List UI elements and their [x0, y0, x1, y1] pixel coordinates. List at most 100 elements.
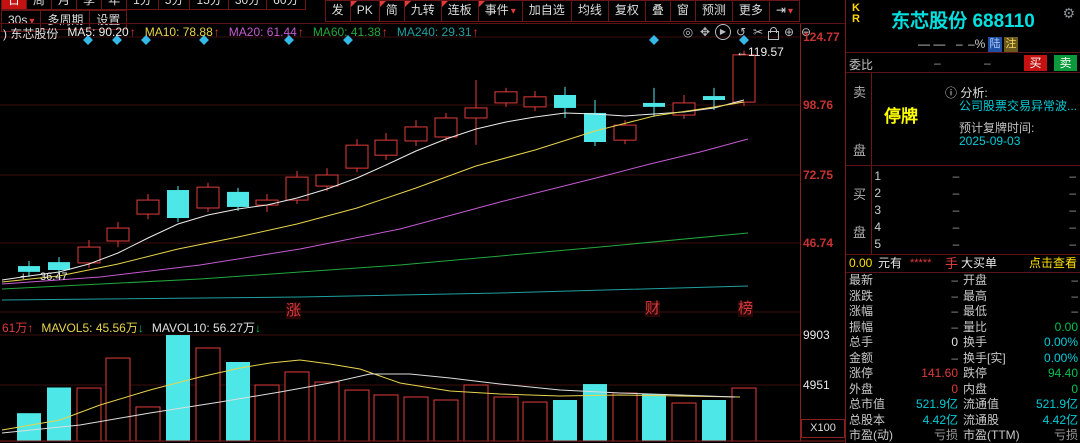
stat-label: 换手[实] [963, 350, 1006, 365]
level-number: 5 [874, 237, 881, 251]
buy-button[interactable]: 买 [1024, 55, 1047, 71]
candles [18, 50, 756, 277]
volume-bar [493, 396, 519, 442]
stat-label: 金额 [849, 350, 874, 365]
button-label: 简 [385, 3, 398, 17]
tools-buttons-group: 发 PK 简九转 连板 事件 ▾ 加自选 均线 复权叠窗预测 更多 ⇥ ▾ [324, 0, 800, 22]
level-price: – [952, 186, 960, 200]
candle-body [167, 190, 189, 219]
divider [846, 72, 1080, 73]
analysis-label: ⓘ 分析: [945, 86, 988, 100]
mavol-value-2: MAVOL10: 56.27万↓ [152, 319, 261, 336]
zhu-badge[interactable]: 注 [1004, 37, 1018, 52]
diamond-icon[interactable] [739, 35, 749, 45]
volume-bar [76, 387, 102, 442]
ma-value-3: MA20: 61.44↑ [229, 25, 304, 42]
candle-body [643, 102, 665, 107]
diamond-icon[interactable] [199, 35, 209, 45]
ma-value-4: MA60: 41.38↑ [313, 25, 388, 42]
candle-body [18, 266, 40, 272]
analysis-link[interactable]: 公司股票交易异常波... [959, 99, 1078, 113]
arrow-icon: ↓ [255, 321, 262, 335]
level-price: – [952, 237, 960, 251]
watermark-character: 榜 [738, 300, 754, 317]
ma-text: MA20: 61.44 [228, 25, 297, 39]
play-icon[interactable]: ▶ [715, 24, 731, 40]
stat-value: 0 [1071, 381, 1078, 396]
volume-bar [254, 384, 280, 442]
sell-side-label: 盘 [853, 143, 867, 158]
period-button-9[interactable]: 60分 [266, 0, 306, 10]
stat-row: 涨幅 – 最低 – [846, 304, 1080, 320]
chevron-down-icon: ▾ [510, 6, 516, 17]
view-big-orders-link[interactable]: 点击查看 [1028, 256, 1077, 270]
order-book-row[interactable]: 1 – – [846, 168, 1080, 185]
stat-label: 总手 [849, 335, 874, 349]
eye-icon[interactable]: ◎ [682, 25, 694, 39]
zoom-in-icon[interactable]: ⊕ [783, 25, 795, 39]
tool-button-2[interactable]: 简 [378, 0, 405, 22]
candle-body [48, 262, 70, 271]
stat-value: 521.9亿 [915, 397, 958, 411]
volume-bar [731, 387, 757, 442]
candle-body [136, 199, 160, 215]
lu-badge[interactable]: 陆 [988, 37, 1002, 52]
level-volume: – [1069, 169, 1076, 183]
resume-date: 2025-09-03 [959, 134, 1021, 148]
tool-button-13[interactable]: ⇥ ▾ [768, 0, 800, 22]
button-label: 季 [83, 0, 96, 7]
stat-label: 市盈(TTM) [963, 428, 1020, 442]
chevron-down-icon: ▾ [787, 6, 793, 17]
order-book-row[interactable]: 3 – – [846, 202, 1080, 219]
watermark-character: 涨 [286, 302, 302, 319]
sell-button[interactable]: 卖 [1054, 55, 1077, 71]
order-book-row[interactable]: 5 – – [846, 236, 1080, 253]
button-label: ⇥ [775, 3, 786, 17]
stat-value: 4.42亿 [1042, 412, 1078, 427]
divider [846, 254, 1080, 255]
price-axis-label: 124.77 [803, 30, 840, 44]
up-arrow-icon: ↑ [213, 25, 220, 39]
stat-row: 振幅 – 量比 0.00 [846, 320, 1080, 336]
volume-unit-label: X100 [801, 419, 845, 438]
up-arrow-icon: ↑ [381, 25, 388, 39]
candle-body [106, 227, 130, 242]
big-order-text-3: 大买单 [961, 256, 998, 270]
candle-body [77, 246, 101, 264]
button-label: 发 [331, 3, 344, 17]
order-book-row[interactable]: 4 – – [846, 219, 1080, 236]
stat-row: 涨跌 – 最高 – [846, 289, 1080, 305]
ma-text: MA5: 90.20 [67, 25, 129, 39]
order-book-row[interactable]: 2 – – [846, 185, 1080, 202]
volume-bar [433, 399, 459, 442]
stat-value: 4.42亿 [922, 412, 958, 427]
candle-body [345, 144, 369, 169]
diamond-icon[interactable] [141, 35, 151, 45]
gear-icon[interactable]: ⚙ [1062, 5, 1075, 21]
stat-label: 量比 [963, 319, 988, 334]
button-label: 周 [33, 0, 46, 7]
zoom-out-icon[interactable]: ⊖ [800, 25, 812, 39]
stat-label: 涨幅 [849, 304, 874, 318]
cut-icon[interactable]: ✂ [752, 25, 764, 39]
up-arrow-icon: ↑ [297, 25, 304, 39]
stat-value: – [1071, 304, 1078, 318]
stat-label: 涨跌 [849, 288, 874, 303]
drag-hand-icon[interactable]: ✥ [699, 25, 711, 39]
diamond-icon[interactable] [649, 35, 659, 45]
candle-body [613, 124, 637, 141]
undo-icon[interactable]: ↺ [735, 25, 747, 39]
lock-icon[interactable] [768, 26, 779, 40]
candle-body [732, 54, 756, 103]
volume-bar [612, 392, 638, 442]
level-volume: – [1069, 220, 1076, 234]
candlestick-chart[interactable] [0, 0, 845, 443]
stat-value: – [951, 304, 958, 318]
stat-value: 141.60 [921, 366, 958, 380]
candle-body [584, 112, 606, 142]
stat-row: 总股本 4.42亿 流通股 4.42亿 [846, 413, 1080, 429]
mavol-value-1: MAVOL5: 45.56万↓ [41, 319, 144, 336]
quote-dash-long: — — [918, 37, 946, 51]
level-price: – [952, 203, 960, 217]
